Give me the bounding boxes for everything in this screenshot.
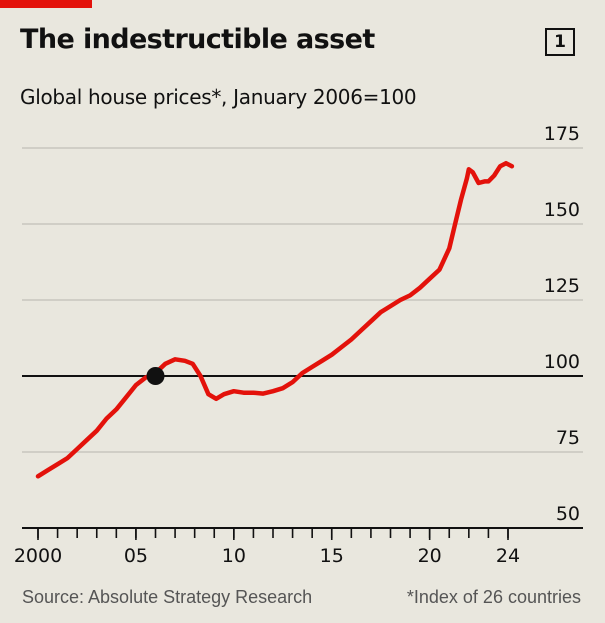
x-tick-label: 20 <box>418 545 442 567</box>
grid-layer <box>22 147 583 453</box>
x-tick-label: 24 <box>496 545 520 567</box>
x-tick-label: 2000 <box>14 545 62 567</box>
x-axis: 2000 05 10 15 20 24 <box>14 527 583 567</box>
x-tick-label: 10 <box>222 545 246 567</box>
y-tick-label: 75 <box>556 427 580 449</box>
y-tick-label: 175 <box>544 123 580 145</box>
highlight-point <box>146 367 165 385</box>
chart-number-badge: 1 <box>545 28 575 56</box>
x-tick-label: 05 <box>124 545 148 567</box>
y-tick-label: 50 <box>556 503 580 525</box>
series-line <box>35 160 515 479</box>
y-tick-labels: 50 75 100 125 150 175 <box>544 123 580 525</box>
y-tick-label: 100 <box>544 351 580 373</box>
chart-subtitle: Global house prices*, January 2006=100 <box>20 85 417 109</box>
marker-layer <box>146 367 165 385</box>
series-layer <box>35 160 515 479</box>
y-tick-label: 125 <box>544 275 580 297</box>
y-tick-label: 150 <box>544 199 580 221</box>
source-note: Source: Absolute Strategy Research <box>22 587 313 607</box>
index-footnote: *Index of 26 countries <box>406 587 581 607</box>
brand-tag <box>0 0 92 8</box>
chart-title: The indestructible asset <box>20 24 375 55</box>
x-tick-label: 15 <box>320 545 344 567</box>
